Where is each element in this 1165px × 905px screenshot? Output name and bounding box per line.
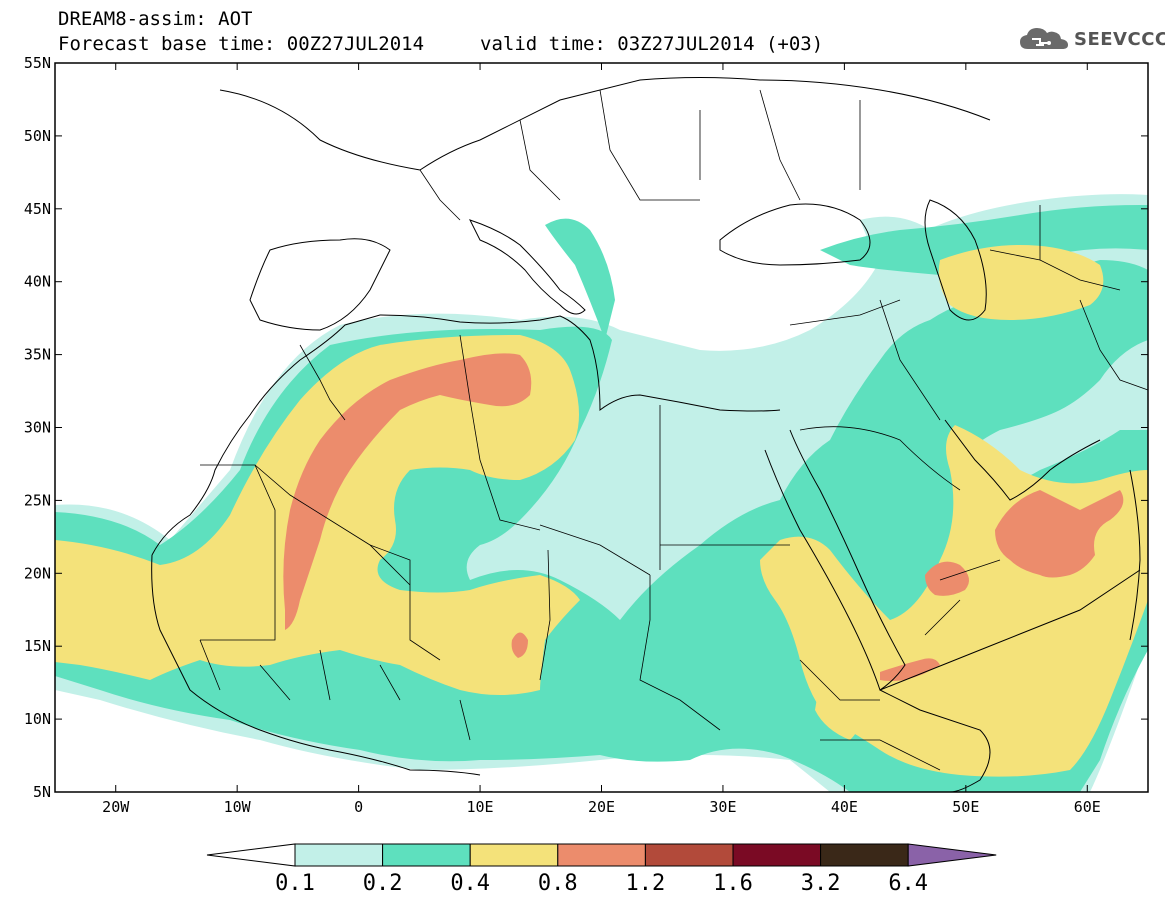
border-turkey-syria [789,299,901,326]
border-afghanistan [1079,299,1148,391]
map-title: DREAM8-assim: AOT [58,8,253,30]
lon-tick-label: 40E [831,798,858,816]
colorbar-swatch [644,843,734,867]
lat-tick-label: 55N [24,54,51,72]
aot-colorbar: 0.1 0.2 0.4 0.8 1.2 1.6 3.2 6.4 [206,843,997,896]
border-mauritania [200,464,276,641]
colorbar-swatch [820,843,909,867]
colorbar-upper-triangle [907,843,997,867]
lon-tick-label: 20W [102,798,130,816]
coastline-arabia-south [879,569,1141,691]
coastlines [151,77,1141,792]
coastline-red-sea [764,429,906,691]
colorbar-lower-triangle [206,843,296,867]
lat-tick-label: 10N [24,710,51,728]
border-mali-niger [369,544,441,661]
coastline-persian-gulf [944,419,1101,501]
lat-tick-label: 45N [24,200,51,218]
aot-region-very-high-chad [511,632,528,658]
coastline-black-sea [719,203,871,266]
border-libya-chad [539,524,651,576]
lon-tick-label: 60E [1074,798,1101,816]
aot-region-high-caspian [938,245,1104,320]
lat-tick-label: 50N [24,127,51,145]
border-algeria-libya [459,334,541,531]
aot-region-very-high-oman [995,490,1124,578]
aot-region-very-high-sahara [283,353,532,630]
country-borders [199,89,1148,771]
colorbar-swatch [557,843,646,867]
colorbar-label: 0.8 [538,871,578,896]
border-saudi [799,426,1001,636]
aot-region-very-high-yemen [880,658,940,681]
border-west-africa [199,639,471,741]
logo-text: SEEVCCC [1074,28,1165,50]
cloud-icon [1020,28,1068,49]
colorbar-label: 3.2 [801,871,841,896]
forecast-base-time: Forecast base time: 00Z27JUL2014 [58,33,425,55]
lon-tick-label: 20E [588,798,615,816]
lat-tick-label: 35N [24,346,51,364]
longitude-axis: 20W 10W 0 10E 20E 30E 40E 50E 60E [102,63,1101,816]
border-sudan-south [639,575,721,731]
colorbar-label: 0.4 [450,871,490,896]
aot-region-very-high-rub-al-khali [925,561,969,596]
coastline-europe-north [219,77,991,171]
coastline-italy [469,219,586,315]
border-ethiopia [799,659,941,771]
coastline-gulf-of-guinea [151,554,481,776]
border-algeria-mali [254,464,411,586]
colorbar-label: 1.6 [713,871,753,896]
lat-tick-label: 5N [33,783,51,801]
border-europe-a [419,89,700,221]
coastline-west-africa [151,314,781,556]
lat-tick-label: 30N [24,419,51,437]
lon-tick-label: 30E [709,798,736,816]
colorbar-swatch [382,843,471,867]
aot-shading [55,63,1148,792]
colorbar-swatch [294,843,384,867]
colorbar-swatch [732,843,822,867]
colorbar-label: 1.2 [626,871,666,896]
lat-tick-label: 15N [24,637,51,655]
lon-tick-label: 50E [952,798,979,816]
coastline-india [1129,469,1141,641]
aot-region-moderate-adriatic [545,218,615,340]
border-iran-iraq [879,299,941,421]
border-morocco-algeria [299,344,346,421]
lat-tick-label: 20N [24,564,51,582]
colorbar-label: 0.1 [275,871,315,896]
colorbar-label: 6.4 [888,871,928,896]
seevccc-logo: SEEVCCC [1018,24,1165,54]
valid-time: valid time: 03Z27JUL2014 (+03) [480,33,824,55]
aot-region-moderate-caspian [820,205,1148,275]
lon-tick-label: 10E [467,798,494,816]
coastline-horn-of-africa [879,689,991,792]
border-chad-sudan [539,549,551,681]
lat-tick-label: 25N [24,491,51,509]
lon-tick-label: 0 [354,798,363,816]
border-europe-b [699,89,861,201]
colorbar-label: 0.2 [363,871,403,896]
lon-tick-label: 10W [224,798,252,816]
border-central-asia [989,205,1121,291]
colorbar-swatch [469,843,559,867]
latitude-axis: 55N 50N 45N 40N 35N 30N 25N 20N 15N 10N 5N [24,54,1148,801]
coastline-caspian [924,199,987,321]
coastline-iberia [249,238,391,331]
aot-region-high-red-sea [815,676,864,740]
lat-tick-label: 40N [24,273,51,291]
